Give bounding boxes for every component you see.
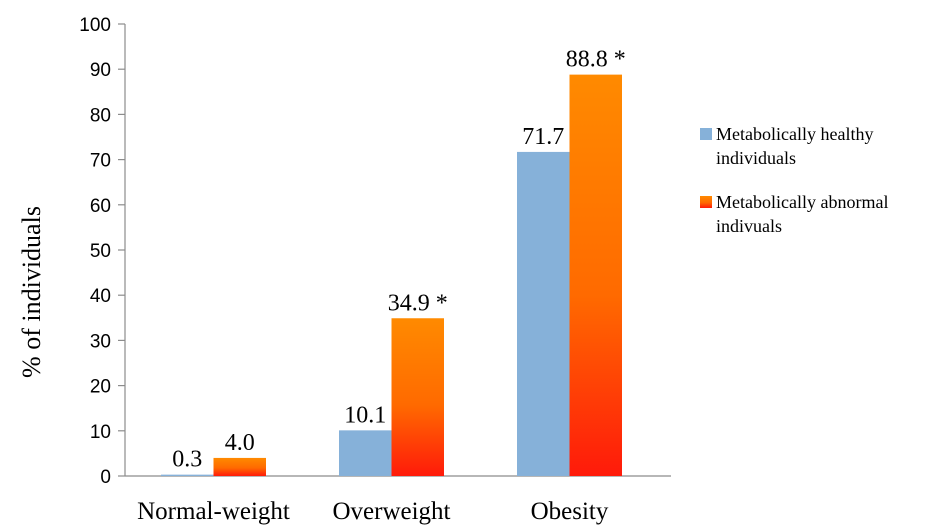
y-tick-label: 0 (100, 467, 111, 488)
plot-area: 0 10 20 30 40 50 60 70 80 90 100 0.3 10.1 71.7 4.0 34.9… (79, 15, 671, 525)
y-tick-label: 70 (90, 151, 111, 172)
data-label: 71.7 (522, 124, 564, 150)
data-label: 10.1 (344, 402, 386, 428)
y-tick-label: 100 (79, 15, 111, 36)
bar-healthy (339, 430, 392, 476)
bar-abnormal (391, 318, 444, 476)
x-category-label: Obesity (531, 498, 609, 525)
x-category-label: Overweight (332, 498, 450, 525)
bar-healthy (517, 151, 570, 476)
x-category-label: Normal-weight (137, 498, 290, 525)
bar-abnormal (569, 74, 622, 477)
y-tick-label: 10 (90, 422, 111, 443)
legend-entry-text: Metabolically abnormal (716, 192, 888, 212)
bar-abnormal (213, 457, 266, 476)
data-label: 4.0 (225, 430, 255, 456)
legend-entry-text: Metabolically healthy (716, 124, 873, 144)
data-label: 34.9 * (388, 290, 448, 316)
y-tick-label: 20 (90, 377, 111, 398)
data-label: 88.8 * (566, 47, 626, 73)
legend-entry-text: individuals (716, 148, 796, 168)
y-tick-label: 40 (90, 286, 111, 307)
y-tick-label: 50 (90, 241, 111, 262)
legend-entry-text: indivuals (716, 216, 782, 236)
legend-swatch (700, 196, 712, 208)
y-axis-label: % of individuals (17, 206, 46, 378)
bar-healthy (161, 474, 214, 476)
y-tick-label: 60 (90, 196, 111, 217)
legend: Metabolically healthy individuals Metaboli… (700, 124, 888, 236)
y-tick-label: 90 (90, 60, 111, 81)
y-tick-label: 30 (90, 331, 111, 352)
y-tick-label: 80 (90, 105, 111, 126)
data-label: 0.3 (172, 447, 202, 473)
legend-swatch (700, 128, 712, 140)
